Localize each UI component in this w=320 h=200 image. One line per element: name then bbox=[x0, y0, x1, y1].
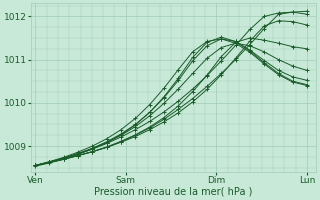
X-axis label: Pression niveau de la mer( hPa ): Pression niveau de la mer( hPa ) bbox=[94, 187, 252, 197]
